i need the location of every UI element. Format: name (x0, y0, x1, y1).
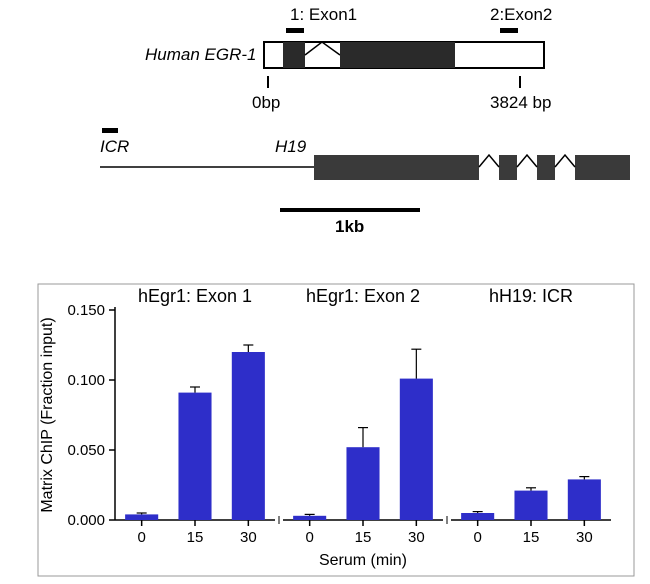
probe2-mark (500, 28, 518, 33)
x-axis-label: Serum (min) (319, 552, 407, 569)
bar (461, 513, 494, 520)
h19-intron1 (479, 155, 499, 167)
x-tick-label: 15 (523, 529, 540, 546)
h19-exon-block2 (499, 155, 517, 180)
egr1-end-label: 3824 bp (490, 93, 551, 112)
egr1-gene-label: Human EGR-1 (145, 45, 256, 64)
x-tick-label: 0 (473, 529, 481, 546)
y-tick-label: 0.050 (67, 442, 105, 459)
bar (125, 514, 158, 520)
panel-title: hEgr1: Exon 1 (138, 286, 252, 306)
bar (568, 479, 601, 520)
bar (293, 516, 326, 520)
panel-title: hH19: ICR (489, 286, 573, 306)
chart-area: Matrix ChIP (Fraction input) 0.000 0.050 0.… (0, 280, 650, 580)
x-tick-label: 30 (240, 529, 257, 546)
gene-diagram-svg: 1: Exon1 2:Exon2 Human EGR-1 0bp 3824 bp… (0, 0, 650, 280)
probe2-label: 2:Exon2 (490, 5, 552, 24)
gene-diagram-area: 1: Exon1 2:Exon2 Human EGR-1 0bp 3824 bp… (0, 0, 650, 280)
bar (514, 491, 547, 520)
h19-exon-block1 (314, 155, 479, 180)
x-tick-label: 30 (576, 529, 593, 546)
h19-intron2 (517, 155, 537, 167)
panel-title: hEgr1: Exon 2 (306, 286, 420, 306)
h19-intron3 (555, 155, 575, 167)
icr-probe-mark (102, 128, 118, 133)
y-axis-label: Matrix ChIP (Fraction input) (39, 317, 56, 512)
h19-exon-block3 (537, 155, 555, 180)
y-tick-label: 0.100 (67, 372, 105, 389)
scale-label: 1kb (335, 217, 364, 236)
x-tick-label: 15 (187, 529, 204, 546)
x-tick-label: 0 (305, 529, 313, 546)
egr1-exon1 (283, 42, 305, 68)
bar (400, 379, 433, 520)
y-tick-label: 0.000 (67, 512, 105, 529)
x-tick-label: 0 (137, 529, 145, 546)
probe1-mark (286, 28, 304, 33)
egr1-exon2 (340, 42, 455, 68)
chart-border (38, 284, 634, 576)
bar (232, 352, 265, 520)
x-tick-label: 30 (408, 529, 425, 546)
probe1-label: 1: Exon1 (290, 5, 357, 24)
bar (178, 393, 211, 520)
y-tick-label: 0.150 (67, 302, 105, 319)
icr-label: ICR (100, 137, 129, 156)
h19-exon-block4 (575, 155, 630, 180)
chart-svg: Matrix ChIP (Fraction input) 0.000 0.050 0.… (0, 280, 650, 580)
x-tick-label: 15 (355, 529, 372, 546)
bar (346, 447, 379, 520)
egr1-start-label: 0bp (252, 93, 280, 112)
h19-label: H19 (275, 137, 307, 156)
